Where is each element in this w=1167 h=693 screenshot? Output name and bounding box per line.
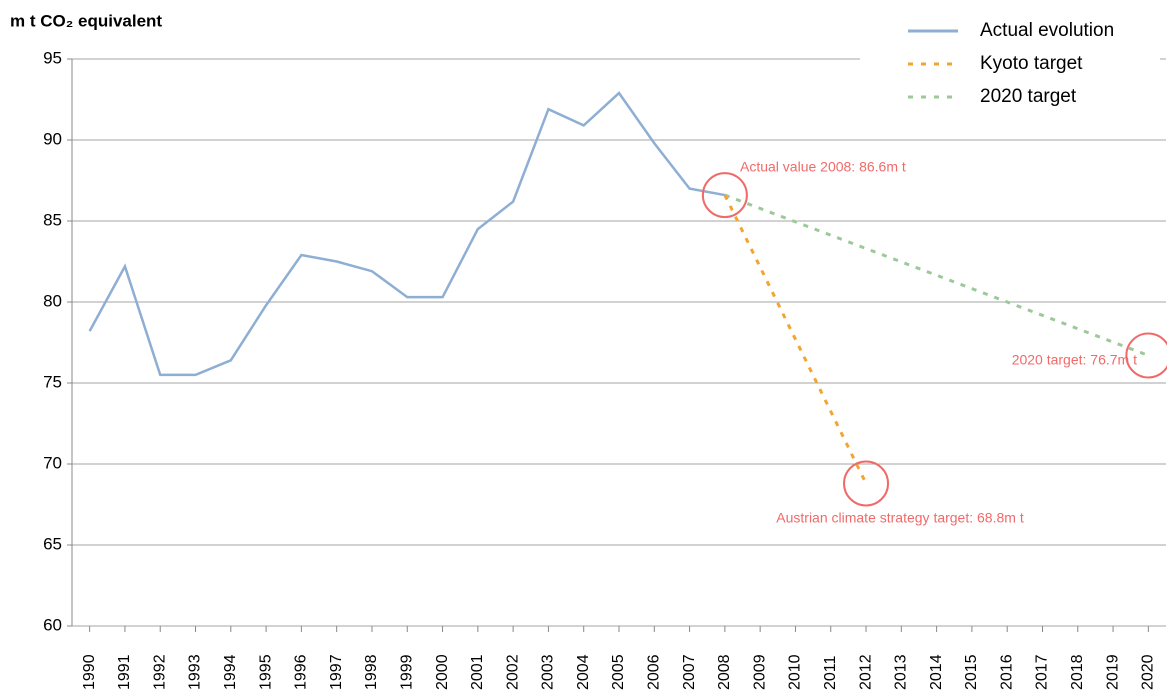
legend-label: Actual evolution	[980, 20, 1114, 41]
x-tick-label: 2010	[787, 654, 804, 690]
x-tick-label: 1992	[151, 654, 168, 690]
x-tick-label: 2016	[998, 654, 1015, 690]
x-tick-label: 1990	[81, 654, 98, 690]
x-tick-label: 2014	[928, 654, 945, 690]
y-tick-label: 65	[43, 534, 62, 553]
x-tick-label: 1996	[293, 654, 310, 690]
x-tick-label: 2007	[681, 654, 698, 690]
x-tick-label: 2020	[1140, 654, 1157, 690]
y-tick-label: 60	[43, 615, 62, 634]
x-tick-label: 1995	[257, 654, 274, 690]
x-tick-label: 2006	[646, 654, 663, 690]
highlight-circle	[1125, 332, 1167, 379]
highlight-circle	[843, 460, 890, 507]
x-tick-label: 2013	[893, 654, 910, 690]
y-tick-label: 90	[43, 129, 62, 148]
x-tick-label: 1999	[398, 654, 415, 690]
y-tick-label: 85	[43, 210, 62, 229]
y-tick-label: 80	[43, 291, 62, 310]
x-tick-label: 1998	[363, 654, 380, 690]
x-tick-label: 1997	[328, 654, 345, 690]
annotation: 2020 target: 76.7m t	[1012, 352, 1137, 368]
y-tick-label: 75	[43, 372, 62, 391]
x-tick-label: 2005	[610, 654, 627, 690]
x-tick-label: 2003	[540, 654, 557, 690]
x-tick-label: 2012	[857, 654, 874, 690]
x-tick-label: 2000	[434, 654, 451, 690]
x-tick-label: 2018	[1069, 654, 1086, 690]
x-tick-label: 2009	[751, 654, 768, 690]
legend-label: Kyoto target	[980, 53, 1083, 74]
series-line	[724, 193, 1149, 357]
x-tick-label: 2015	[963, 654, 980, 690]
y-tick-label: 70	[43, 453, 62, 472]
y-axis-label: m t CO₂ equivalent	[10, 11, 162, 30]
x-tick-label: 2017	[1034, 654, 1051, 690]
series-line	[723, 194, 868, 485]
x-tick-label: 1994	[222, 654, 239, 690]
x-tick-label: 2001	[469, 654, 486, 690]
highlight-circle	[701, 172, 748, 219]
legend-label: 2020 target	[980, 86, 1077, 107]
x-tick-label: 1993	[187, 654, 204, 690]
series-line	[88, 91, 726, 377]
annotation: Actual value 2008: 86.6m t	[740, 159, 906, 175]
y-tick-label: 95	[43, 48, 62, 67]
x-tick-label: 2002	[504, 654, 521, 690]
x-tick-label: 2019	[1104, 654, 1121, 690]
x-tick-label: 2011	[822, 655, 839, 690]
x-tick-label: 2004	[575, 654, 592, 690]
annotation: Austrian climate strategy target: 68.8m …	[776, 510, 1024, 526]
x-tick-label: 2008	[716, 654, 733, 690]
x-tick-label: 1991	[116, 654, 133, 690]
